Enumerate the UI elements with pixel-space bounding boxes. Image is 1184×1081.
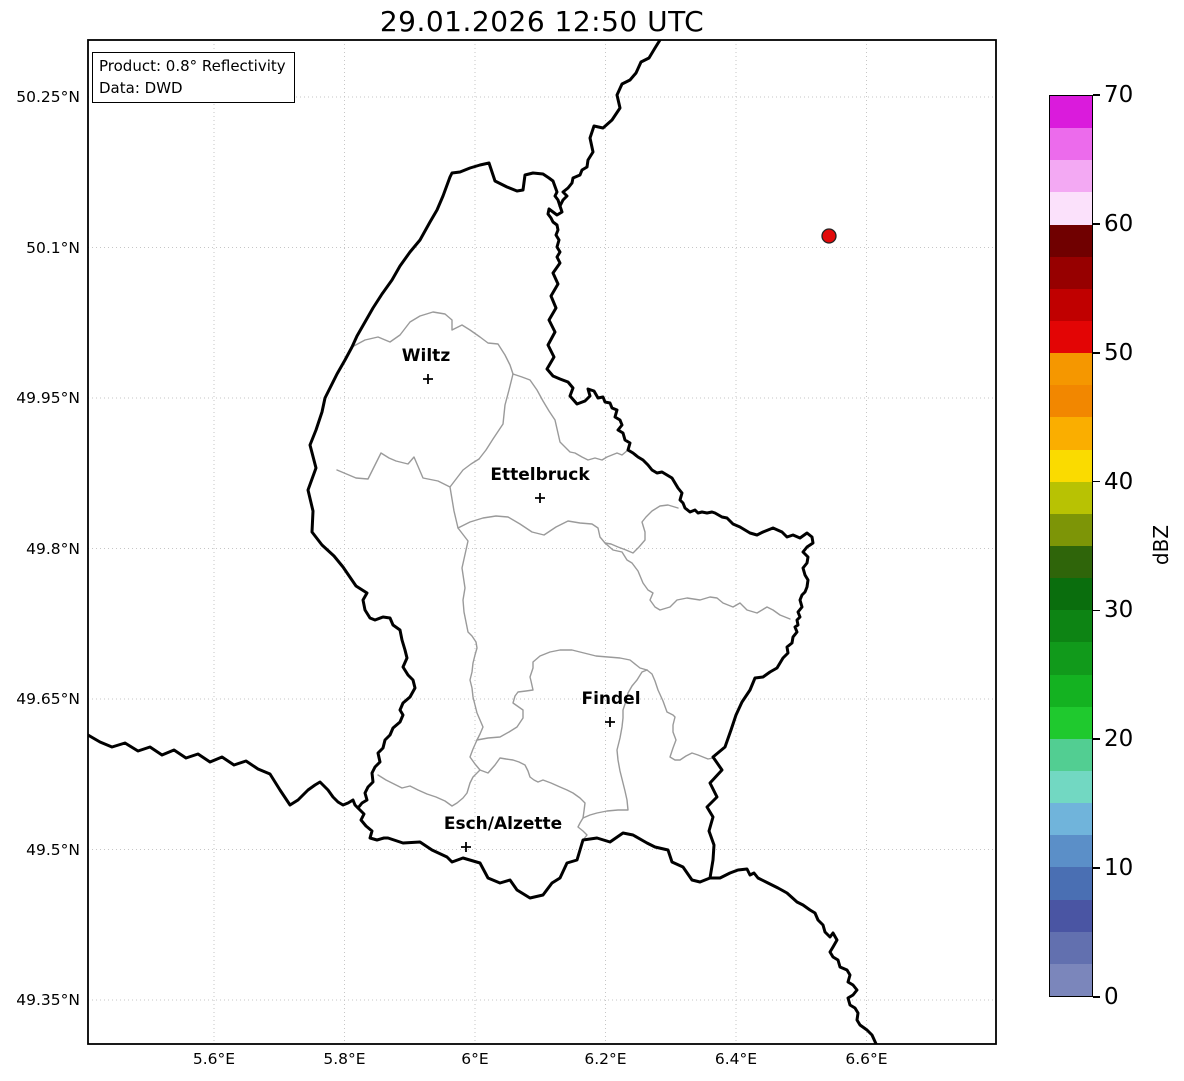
y-tick-label: 49.5°N (26, 840, 80, 859)
city-marker (605, 717, 615, 727)
plot-frame (87, 39, 997, 1045)
y-tick-label: 49.65°N (16, 690, 80, 708)
colorbar-segment (1050, 192, 1092, 225)
colorbar-segment (1050, 449, 1092, 482)
y-tick-label: 49.95°N (16, 389, 80, 407)
district-border (478, 373, 514, 460)
y-tick-label: 49.8°N (26, 539, 80, 558)
colorbar-segment (1050, 96, 1092, 129)
colorbar-segment (1050, 481, 1092, 514)
colorbar-tick-label: 20 (1104, 726, 1134, 753)
colorbar-segment (1050, 385, 1092, 418)
colorbar-segment (1050, 160, 1092, 193)
district-border (582, 669, 648, 819)
city-label: Wiltz (402, 346, 451, 366)
x-tick-label: 6°E (461, 1050, 489, 1068)
colorbar-tick-label: 30 (1104, 597, 1134, 624)
district-border (512, 373, 629, 461)
city-marker (423, 374, 433, 384)
colorbar-segment (1050, 321, 1092, 354)
district-border (377, 769, 481, 807)
colorbar-segment (1050, 288, 1092, 322)
colorbar-tick (1093, 351, 1100, 354)
district-border (351, 311, 514, 375)
colorbar-segment (1050, 128, 1092, 161)
colorbar-segment (1050, 578, 1092, 611)
colorbar-tick-label: 70 (1104, 82, 1134, 108)
district-border (449, 486, 484, 741)
y-tick-label: 50.25°N (16, 88, 80, 106)
colorbar-tick-label: 40 (1104, 468, 1134, 495)
colorbar-segment (1050, 546, 1092, 579)
colorbar-tick (1093, 738, 1100, 741)
city-marker (535, 493, 545, 503)
colorbar-segment (1050, 674, 1092, 707)
country-border (708, 867, 878, 1044)
y-tick-label: 50.1°N (26, 238, 80, 257)
colorbar-tick-label: 10 (1104, 855, 1134, 882)
x-tick-label: 5.8°E (323, 1050, 366, 1068)
colorbar-segment (1050, 513, 1092, 547)
colorbar-segment (1050, 963, 1092, 996)
colorbar-segment (1050, 931, 1092, 964)
city-label: Esch/Alzette (444, 814, 562, 834)
colorbar-segment (1050, 835, 1092, 868)
country-border (88, 733, 360, 810)
colorbar-segment (1050, 899, 1092, 932)
district-border (336, 452, 480, 488)
district-border (476, 649, 648, 741)
x-tick-label: 6.4°E (714, 1050, 758, 1068)
data-source-line: Data: DWD (99, 79, 183, 98)
x-tick-label: 5.6°E (192, 1050, 236, 1068)
colorbar-segment (1050, 706, 1092, 739)
colorbar-segment (1050, 224, 1092, 257)
radar-echo-point (821, 228, 837, 244)
colorbar-segment (1050, 867, 1092, 900)
colorbar-tick (1093, 867, 1100, 870)
colorbar-segment (1050, 610, 1092, 643)
colorbar-tick-label: 50 (1104, 339, 1134, 366)
district-border (469, 739, 588, 841)
product-info-box: Product: 0.8° Reflectivity Data: DWD (92, 52, 295, 104)
colorbar (1049, 95, 1093, 997)
country-border (306, 161, 815, 900)
y-tick-label: 49.35°N (16, 991, 80, 1009)
colorbar-segment (1050, 738, 1092, 772)
x-tick-label: 6.2°E (584, 1050, 627, 1068)
colorbar-tick (1093, 609, 1100, 612)
city-label: Findel (581, 689, 640, 709)
colorbar-segment (1050, 417, 1092, 450)
colorbar-tick (1093, 94, 1100, 96)
x-tick-label: 6.6°E (845, 1050, 888, 1068)
district-border (457, 515, 791, 620)
colorbar-tick (1093, 222, 1100, 225)
district-border (604, 504, 679, 554)
city-label: Ettelbruck (490, 465, 590, 485)
colorbar-tick-label: 0 (1104, 984, 1119, 1010)
country-border (558, 40, 662, 208)
city-marker (461, 842, 471, 852)
colorbar-segment (1050, 256, 1092, 289)
colorbar-unit-label: dBZ (1149, 524, 1173, 566)
colorbar-segment (1050, 771, 1092, 804)
district-border (646, 669, 714, 761)
colorbar-segment (1050, 803, 1092, 836)
plot-title: 29.01.2026 12:50 UTC (379, 5, 705, 38)
colorbar-tick (1093, 996, 1100, 998)
colorbar-segment (1050, 353, 1092, 386)
colorbar-tick-label: 60 (1104, 210, 1134, 237)
product-info-line: Product: 0.8° Reflectivity (99, 57, 286, 75)
colorbar-tick (1093, 480, 1100, 483)
colorbar-segment (1050, 642, 1092, 675)
